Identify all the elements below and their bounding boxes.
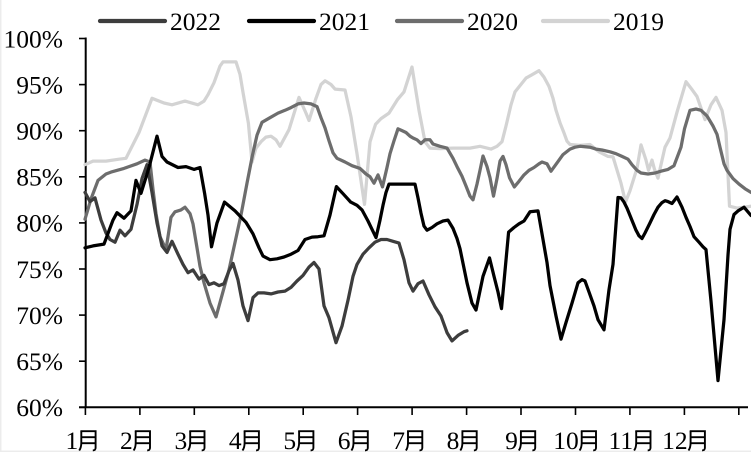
svg-text:75%: 75% [16,255,63,284]
svg-text:2022: 2022 [170,7,221,36]
svg-text:70%: 70% [16,301,63,330]
svg-text:80%: 80% [16,209,63,238]
svg-text:6: 6 [338,426,351,452]
svg-text:2019: 2019 [613,7,664,36]
svg-text:11: 11 [609,426,634,452]
svg-text:12: 12 [662,426,688,452]
svg-text:95%: 95% [16,70,63,99]
svg-text:5: 5 [283,426,296,452]
svg-text:9: 9 [505,426,518,452]
svg-text:10: 10 [553,426,579,452]
svg-text:60%: 60% [16,393,63,422]
svg-text:7: 7 [392,426,405,452]
svg-text:85%: 85% [16,163,63,192]
svg-text:90%: 90% [16,117,63,146]
svg-text:4: 4 [229,426,242,452]
svg-text:1: 1 [66,426,79,452]
svg-text:3: 3 [174,426,187,452]
svg-text:2021: 2021 [319,7,370,36]
svg-text:100%: 100% [4,24,64,53]
svg-text:65%: 65% [16,347,63,376]
svg-text:2: 2 [120,426,133,452]
svg-text:2020: 2020 [467,7,518,36]
svg-text:8: 8 [447,426,460,452]
